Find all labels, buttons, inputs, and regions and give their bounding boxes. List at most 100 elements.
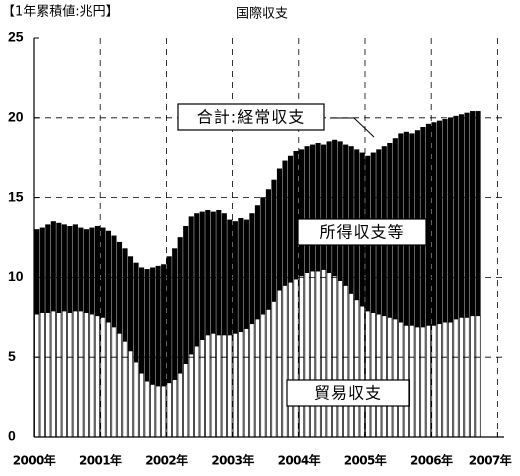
bar-segment xyxy=(282,160,288,286)
bar-segment xyxy=(354,299,360,438)
bar-segment xyxy=(227,334,233,438)
bar-segment xyxy=(359,305,365,438)
bar-segment xyxy=(282,285,288,438)
bar-segment xyxy=(183,363,189,438)
annotation-box xyxy=(177,103,325,131)
bar-segment xyxy=(436,323,443,438)
bars xyxy=(34,111,481,438)
bar-segment xyxy=(161,264,167,387)
series-label-box xyxy=(297,218,427,246)
bar-segment xyxy=(315,270,321,438)
bar-segment xyxy=(392,318,398,438)
bar-segment xyxy=(144,269,150,382)
bar-segment xyxy=(34,313,40,438)
bar-segment xyxy=(381,315,387,438)
bar-segment xyxy=(326,272,332,438)
bar-segment xyxy=(409,324,415,438)
bar-segment xyxy=(365,310,371,438)
bar-segment xyxy=(210,211,216,334)
bar-segment xyxy=(414,326,420,438)
x-tick-label: 2004年 xyxy=(278,453,321,468)
bar-segment xyxy=(122,248,128,342)
series-label: 所得収支等 xyxy=(319,223,404,242)
bar-segment xyxy=(56,312,62,438)
bar-segment xyxy=(199,339,205,438)
x-tick-label: 2003年 xyxy=(211,453,254,468)
bar-segment xyxy=(39,312,45,438)
bar-segment xyxy=(34,229,40,315)
bar-segment xyxy=(116,332,123,438)
bar-segment xyxy=(420,326,426,438)
bar-segment xyxy=(453,318,459,438)
bar-segment xyxy=(216,334,222,438)
bar-segment xyxy=(464,112,470,318)
bar-segment xyxy=(243,219,249,329)
bar-segment xyxy=(89,227,95,315)
bar-segment xyxy=(78,227,84,312)
x-tick-label: 2007年 xyxy=(469,453,512,468)
bar-segment xyxy=(238,331,244,438)
bar-segment xyxy=(271,179,277,302)
bar-segment xyxy=(315,142,321,272)
y-tick-label: 0 xyxy=(8,428,16,444)
bar-segment xyxy=(105,321,112,438)
bar-segment xyxy=(293,150,299,280)
bar-segment xyxy=(166,382,172,438)
bar-segment xyxy=(161,385,167,438)
bar-segment xyxy=(139,372,145,438)
bar-segment xyxy=(199,211,205,340)
bar-segment xyxy=(298,149,305,277)
series-label-box xyxy=(286,379,410,407)
bar-segment xyxy=(61,224,67,312)
x-tick-label: 2006年 xyxy=(410,453,453,468)
bar-segment xyxy=(337,141,343,281)
bar-segment xyxy=(332,139,338,277)
bar-segment xyxy=(67,225,73,313)
bar-segment xyxy=(321,144,327,270)
bar-segment xyxy=(94,225,100,317)
bar-segment xyxy=(326,141,332,273)
bar-segment xyxy=(221,213,227,336)
bar-segment xyxy=(436,120,443,325)
bar-segment xyxy=(458,114,465,318)
bar-segment xyxy=(343,285,349,438)
y-tick-label: 25 xyxy=(8,29,24,45)
bar-segment xyxy=(243,328,249,438)
bar-segment xyxy=(210,332,216,438)
bar-segment xyxy=(139,267,145,374)
bar-segment xyxy=(39,227,45,313)
bar-segment xyxy=(50,310,56,438)
bar-segment xyxy=(310,144,316,272)
bar-segment xyxy=(232,332,238,438)
bar-segment xyxy=(133,361,139,438)
bar-segment xyxy=(265,308,272,438)
bar-segment xyxy=(238,217,244,333)
bar-segment xyxy=(216,210,222,336)
bar-segment xyxy=(116,241,123,334)
bar-segment xyxy=(475,315,481,438)
bar-segment xyxy=(260,197,266,315)
bar-segment xyxy=(150,267,156,385)
chart-title: 国際収支 xyxy=(236,7,288,22)
x-tick-label: 2002年 xyxy=(145,453,188,468)
bar-segment xyxy=(194,345,200,438)
bar-segment xyxy=(276,168,283,291)
bar-segment xyxy=(177,372,183,438)
bar-segment xyxy=(183,225,189,364)
bar-segment xyxy=(89,313,95,438)
y-tick-label: 10 xyxy=(8,268,24,284)
bar-segment xyxy=(172,248,178,380)
bar-segment xyxy=(431,122,437,326)
bar-segment xyxy=(100,227,106,318)
bar-segment xyxy=(425,123,431,326)
bar-segment xyxy=(83,312,89,438)
bar-segment xyxy=(105,230,112,323)
bar-segment xyxy=(265,189,272,310)
bar-segment xyxy=(94,315,100,438)
bar-segment xyxy=(194,213,200,347)
bar-segment xyxy=(304,272,310,438)
annotation: 合計:経常収支 xyxy=(197,108,305,127)
bar-segment xyxy=(78,310,84,438)
y-tick-label: 20 xyxy=(8,109,24,125)
bar-segment xyxy=(166,256,172,384)
